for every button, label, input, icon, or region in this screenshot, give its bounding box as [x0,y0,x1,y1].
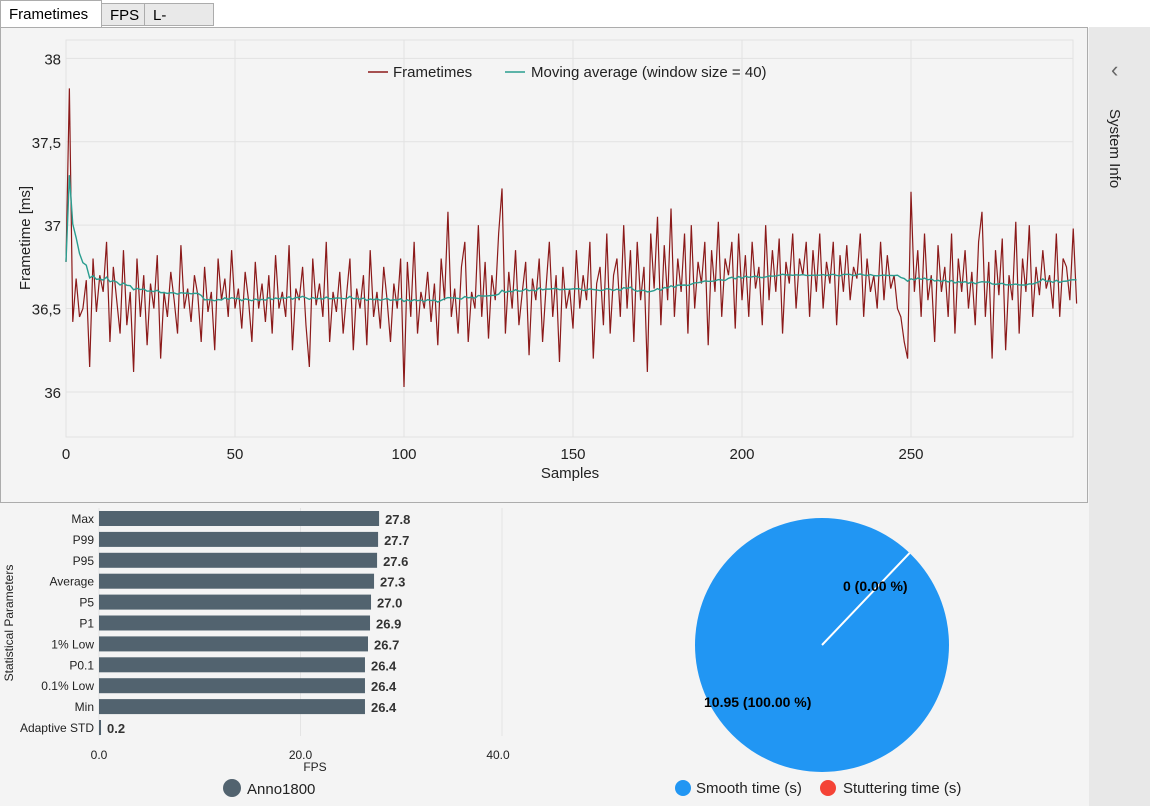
value-label: 26.4 [371,700,397,715]
pie-slice-stuttering [821,552,911,646]
legend-swatch-stuttering [820,780,836,796]
statistics-bar-chart: 0.0 20.0 40.0 FPS Statistical Parameters Max 2… [2,508,510,798]
category-label: 0.1% Low [41,679,94,693]
legend-label: Anno1800 [247,781,315,798]
value-label: 26.4 [371,679,397,694]
bar [99,657,365,673]
x-tick-label: 100 [391,446,416,463]
category-label: P1 [79,617,94,631]
value-label: 27.3 [380,575,405,590]
legend-label-stuttering: Stuttering time (s) [843,780,961,797]
legend-label-smooth: Smooth time (s) [696,780,802,797]
y-tick-label: 37 [44,218,61,235]
y-tick-label: 37,5 [32,135,61,152]
bar [99,615,371,631]
value-label: 26.4 [371,658,397,673]
system-info-label: System Info [1106,109,1123,189]
system-info-sidebar[interactable]: ‹ System Info [1089,27,1150,806]
y-tick-label: 36 [44,385,61,402]
category-label: Min [75,700,94,714]
value-label: 27.0 [377,596,402,611]
bar [99,678,365,694]
plot-area [65,39,1074,438]
bar [99,636,369,652]
legend-label-moving-average: Moving average (window size = 40) [531,64,767,81]
value-label: 26.9 [376,617,401,632]
category-label: P99 [73,533,95,547]
x-tick-label: 40.0 [486,748,510,762]
category-label: Adaptive STD [20,721,94,735]
bar [99,511,380,526]
x-tick-label: 50 [227,446,244,463]
legend-swatch [223,779,241,797]
frametimes-chart: 0 50 100 150 200 250 36 36,5 37 37,5 38 Samples Fram… [17,39,1078,482]
value-label: 27.8 [385,512,410,527]
moving-average-series-line [65,175,1077,303]
legend-swatch-smooth [675,780,691,796]
bar [99,699,365,715]
x-tick-label: 20.0 [289,748,313,762]
legend-label-frametimes: Frametimes [393,64,472,81]
pie-label-stuttering: 0 (0.00 %) [843,578,908,594]
y-axis-title: Statistical Parameters [2,565,16,682]
x-tick-label: 200 [729,446,754,463]
bar [99,552,378,568]
category-label: P95 [73,554,95,568]
chevron-left-icon[interactable]: ‹ [1111,57,1119,82]
category-label: P0.1 [69,658,94,672]
tab-fps[interactable]: FPS [101,3,145,26]
value-label: 26.7 [374,637,399,652]
category-label: Average [50,575,95,589]
value-label: 0.2 [107,721,125,736]
bar [99,594,372,610]
x-axis-title: Samples [541,465,599,482]
category-label: P5 [79,596,94,610]
bar [99,573,375,589]
x-axis-title: FPS [303,760,326,774]
bar [99,720,102,735]
x-tick-label: 0.0 [91,748,108,762]
tab-bar: Frametimes FPS L-shape [0,0,1150,47]
x-tick-label: 150 [560,446,585,463]
bar [99,531,379,547]
category-label: 1% Low [51,637,94,651]
pie-label-smooth: 10.95 (100.00 %) [704,694,811,710]
y-tick-label: 38 [44,51,61,68]
tab-frametimes[interactable]: Frametimes [0,0,102,28]
y-tick-label: 36,5 [32,302,61,319]
value-label: 27.6 [383,554,408,569]
category-label: Max [71,512,94,526]
x-tick-label: 0 [62,446,70,463]
value-label: 27.7 [384,533,409,548]
stutter-pie-chart: 0 (0.00 %) 10.95 (100.00 %) Smooth time (s… [675,518,961,797]
y-axis-title: Frametime [ms] [17,186,34,290]
x-tick-label: 250 [898,446,923,463]
